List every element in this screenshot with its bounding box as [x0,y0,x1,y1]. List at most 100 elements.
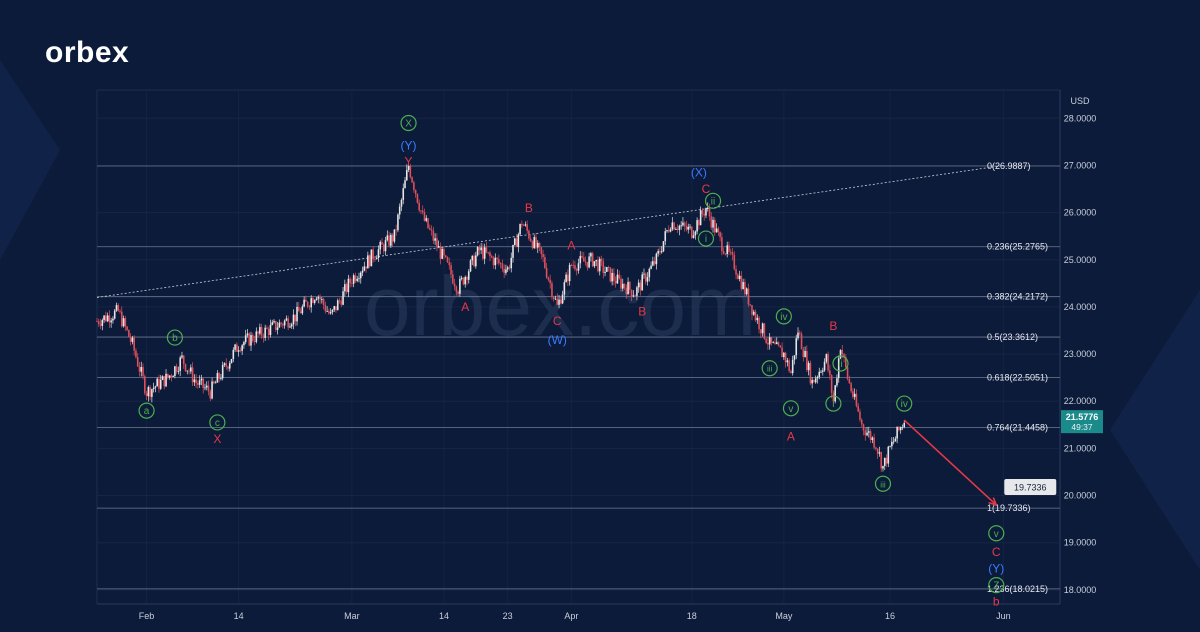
candle-body [602,261,605,273]
candle-body [737,274,739,279]
wave-label: iv [780,312,787,323]
x-tick-label: 23 [503,611,513,621]
candle-body [478,247,481,251]
candle-body [356,278,359,281]
candle-body [363,266,366,271]
candle-body [869,431,872,441]
candle-body [542,253,544,258]
decor-chevron-left [0,60,60,260]
candle-body [313,300,316,303]
wave-label: Z [993,581,999,592]
candle-body [535,237,537,248]
projection-line [903,419,997,506]
candle-body [768,337,771,345]
candle-body [120,311,123,327]
candle-body [177,370,180,372]
countdown-value: 49:37 [1071,422,1093,432]
candle-body [452,274,454,284]
candle-body [499,263,502,265]
candle-body [765,338,767,343]
wave-label: iii [767,365,773,374]
candle-body [413,182,415,190]
candle-body [135,350,137,358]
wave-label-circle [832,355,849,372]
candle-body [740,275,743,289]
candle-body [875,447,877,449]
candle-body [699,210,702,226]
candle-body [852,391,854,397]
candle-body [243,342,245,346]
current-price-value: 21.5776 [1066,412,1099,422]
fibonacci-levels: 0(26.9887) 0.236(25.2765) 0.382(24.2172) 0.… [97,161,1060,594]
candle-body [190,367,192,372]
decor-chevron-right [1110,290,1200,570]
candle-body [510,257,513,269]
candle-body [798,332,801,335]
logo-text: orbex [45,36,129,69]
candle-body [151,389,153,397]
candle-body [683,222,686,227]
candle-body [623,283,626,288]
wave-label: B [525,201,533,215]
candle-body [328,311,330,314]
candle-body [462,277,465,285]
candle-body [457,292,459,294]
candle-body [227,366,229,369]
candle-body [494,257,497,266]
wave-label: i [705,234,707,245]
candle-body [267,328,270,336]
wave-label: B [638,305,646,319]
candle-body [372,249,374,260]
candle-body [802,349,805,358]
candle-body [209,391,212,399]
candle-body [712,219,714,228]
candle-body [154,386,157,388]
candle-body [147,387,150,397]
candle-body [774,342,776,345]
candle-body [657,251,659,254]
candle-body [347,278,350,293]
y-tick-label: 19.0000 [1064,538,1097,548]
candle-body [777,342,780,346]
candle-body [678,225,681,230]
axes: USD 28.0000 27.0000 26.0000 25.0000 24.0000 2… [139,96,1096,621]
candle-body [590,253,592,257]
candle-body [329,312,332,314]
candle-body [662,241,665,252]
fib-level-label: 0.382(24.2172) [987,292,1048,302]
wave-label: Y [405,155,413,169]
candle-body [846,367,849,379]
candle-body [843,354,845,357]
candle-body [570,264,573,266]
candle-body [567,274,569,282]
x-tick-label: Mar [344,611,360,621]
candle-body [694,231,697,236]
candle-body [216,373,219,383]
candle-body [735,269,737,275]
candle-body [414,189,417,194]
candle-body [390,234,392,246]
wave-label: c [215,418,220,429]
candle-body [786,360,789,363]
candle-body [471,255,474,261]
candle-body [611,272,613,282]
candle-body [515,238,518,248]
candle-body [729,251,732,253]
candle-body [866,432,868,436]
candle-body [538,242,541,248]
candle-body [375,258,378,260]
candle-body [205,385,208,388]
candle-body [276,327,279,330]
candle-body [382,244,385,252]
candle-body [315,298,318,301]
candle-body [377,249,380,259]
candle-body [398,206,401,215]
candle-body [646,277,649,282]
candle-body [186,370,189,372]
x-tick-label: Apr [564,611,578,621]
candle-body [455,286,458,293]
candle-body [899,427,902,431]
candle-body [301,306,304,314]
